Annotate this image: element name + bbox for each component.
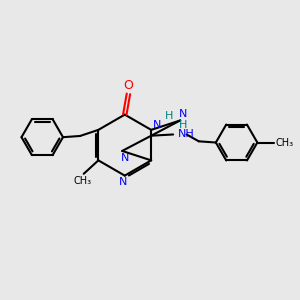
Text: O: O: [124, 79, 134, 92]
Text: N: N: [153, 120, 161, 130]
Text: H: H: [179, 120, 188, 130]
Text: N: N: [178, 109, 187, 119]
Text: CH₃: CH₃: [74, 176, 92, 186]
Text: NH: NH: [178, 130, 194, 140]
Text: H: H: [165, 111, 173, 122]
Text: CH₃: CH₃: [276, 137, 294, 148]
Text: N: N: [120, 153, 129, 163]
Text: N: N: [119, 178, 128, 188]
